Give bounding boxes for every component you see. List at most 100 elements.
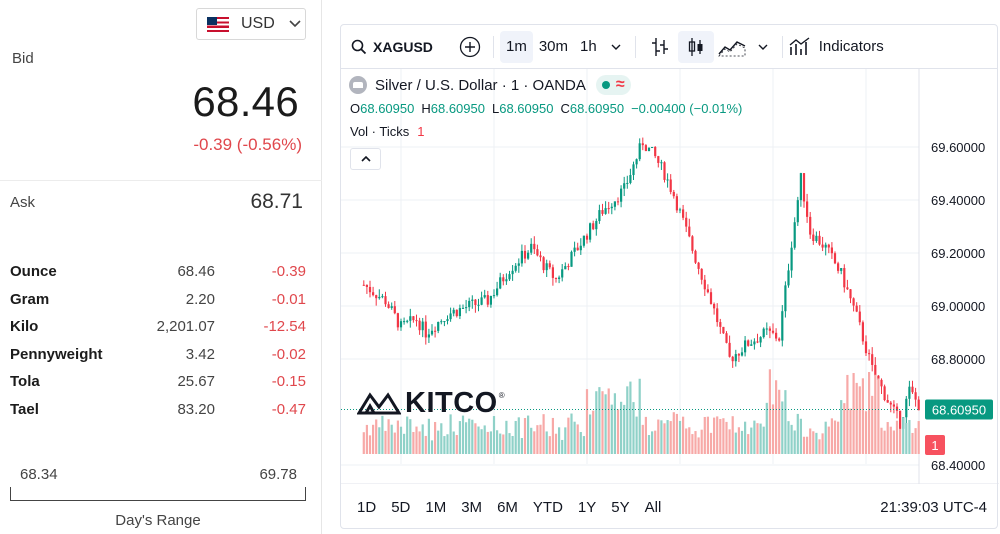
- volume-bar: [474, 423, 477, 454]
- indicators-button[interactable]: Indicators: [789, 36, 884, 57]
- candle-body: [632, 164, 635, 176]
- range-6m[interactable]: 6M: [497, 499, 518, 516]
- volume-bar: [421, 424, 424, 454]
- range-1m[interactable]: 1M: [425, 499, 447, 516]
- volume-bar: [917, 421, 920, 454]
- volume-bar: [660, 420, 663, 454]
- symbol-search[interactable]: XAGUSD: [341, 39, 453, 55]
- volume-bar: [533, 431, 536, 454]
- candle-body: [511, 270, 514, 275]
- range-all[interactable]: All: [644, 499, 662, 516]
- volume-bar: [781, 401, 784, 454]
- volume-bar: [818, 439, 821, 454]
- candle-body: [663, 162, 666, 180]
- price-chart[interactable]: 69.60000 69.40000 69.20000 69.00000 68.80000…: [341, 69, 999, 484]
- candle-body: [756, 341, 759, 343]
- candle-body: [651, 147, 654, 149]
- currency-code: USD: [241, 15, 275, 32]
- volume-bar: [737, 427, 740, 454]
- range-5y[interactable]: 5Y: [611, 499, 630, 516]
- volume-bar: [443, 436, 446, 454]
- volume-bar: [601, 391, 604, 454]
- volume-bar: [812, 431, 815, 454]
- registered-mark: ®: [498, 391, 506, 400]
- volume-bar: [502, 434, 505, 454]
- candle-body: [855, 305, 858, 312]
- volume-bar: [843, 403, 846, 454]
- candle-body: [843, 268, 846, 288]
- candle-body: [892, 404, 895, 407]
- volume-bar: [731, 416, 734, 454]
- interval-1h[interactable]: 1h: [580, 37, 597, 55]
- candle-body: [771, 330, 775, 333]
- volume-bar: [505, 420, 508, 454]
- currency-selector[interactable]: USD: [196, 8, 306, 40]
- interval-1m[interactable]: 1m: [500, 30, 533, 63]
- kitco-watermark: KITCO ®: [357, 387, 505, 420]
- volume-bar: [861, 378, 864, 454]
- range-1d[interactable]: 1D: [357, 499, 377, 516]
- volume-bar: [496, 430, 499, 454]
- candle-body: [753, 341, 756, 345]
- compare-button[interactable]: [453, 36, 487, 58]
- candle-body: [626, 182, 629, 184]
- candle-body: [830, 247, 833, 254]
- unit-value: 83.20: [177, 400, 215, 418]
- volume-bar: [384, 430, 387, 454]
- volume-bar: [880, 427, 883, 454]
- volume-bar: [765, 402, 768, 454]
- volume-bar: [607, 388, 610, 454]
- range-3m[interactable]: 3M: [461, 499, 483, 516]
- candles-chart-type-icon[interactable]: [677, 30, 714, 63]
- indicators-label: Indicators: [818, 38, 884, 55]
- volume-bar: [403, 433, 406, 454]
- market-status-badge[interactable]: ≈: [595, 75, 631, 95]
- candle-body: [585, 235, 589, 240]
- volume-bar: [573, 421, 576, 454]
- volume-bar: [629, 381, 632, 454]
- volume-value: 1: [417, 124, 425, 139]
- interval-30m[interactable]: 30m: [538, 37, 569, 55]
- volume-bar: [409, 419, 412, 454]
- interval-dropdown-icon[interactable]: [603, 41, 629, 53]
- candle-body: [911, 386, 914, 393]
- candle-body: [489, 295, 492, 305]
- candle-body: [744, 340, 747, 353]
- candle-body: [775, 332, 778, 339]
- candle-body: [654, 147, 657, 157]
- volume-bar: [852, 373, 855, 454]
- candle-body: [802, 173, 806, 202]
- candle-body: [759, 337, 762, 343]
- candle-body: [883, 386, 886, 401]
- chart-type-dropdown-icon[interactable]: [750, 41, 776, 53]
- range-1y[interactable]: 1Y: [577, 499, 597, 516]
- range-ytd[interactable]: YTD: [532, 499, 563, 516]
- volume-bar: [452, 431, 455, 454]
- candle-body: [905, 398, 908, 418]
- candle-body: [641, 143, 644, 146]
- candle-body: [685, 217, 688, 227]
- days-range-label: Day's Range: [115, 512, 201, 529]
- volume-bar: [368, 435, 372, 454]
- candle-body: [644, 145, 647, 152]
- candle-body: [548, 263, 551, 268]
- unit-row-gram: Gram 2.20 -0.01: [10, 286, 308, 314]
- unit-value: 3.42: [185, 345, 215, 363]
- chart-clock[interactable]: 21:39:03 UTC-4: [880, 499, 987, 516]
- chevron-down-icon: [289, 17, 301, 31]
- candle-body: [440, 321, 443, 323]
- collapse-legend-button[interactable]: [350, 148, 381, 170]
- bar-chart-type-icon[interactable]: [642, 31, 678, 63]
- volume-bar: [545, 431, 548, 454]
- unit-value: 2.20: [185, 290, 215, 308]
- candle-body: [688, 226, 691, 237]
- area-chart-type-icon[interactable]: [714, 31, 750, 63]
- volume-bar: [564, 427, 567, 454]
- range-5d[interactable]: 5D: [391, 499, 411, 516]
- volume-bar: [468, 418, 471, 454]
- unit-row-kilo: Kilo 2,201.07 -12.54: [10, 313, 308, 341]
- days-range-bar: [10, 487, 306, 501]
- toolbar-divider: [493, 35, 494, 58]
- unit-name: Kilo: [10, 318, 39, 336]
- candle-body: [486, 295, 489, 305]
